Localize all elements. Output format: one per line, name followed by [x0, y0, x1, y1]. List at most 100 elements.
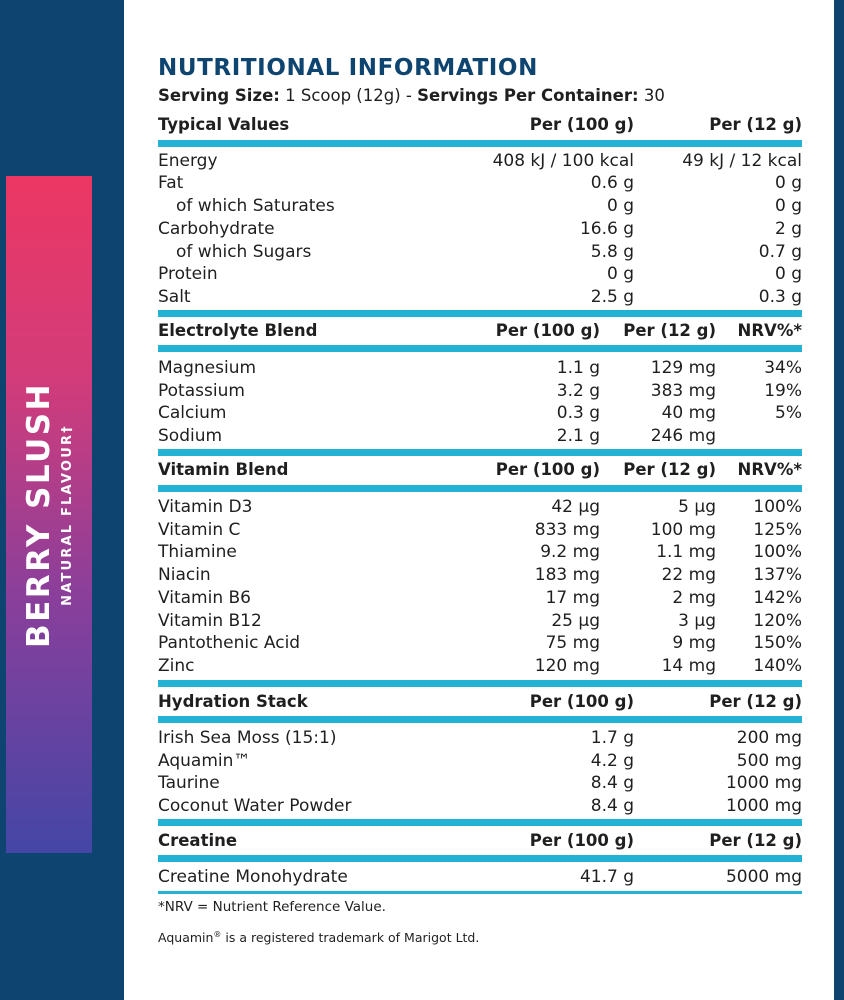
table-row: Coconut Water Powder 8.4 g 1000 mg	[158, 795, 802, 818]
value-per100: 5.8 g	[590, 242, 634, 262]
table-row: Fat 0.6 g 0 g	[158, 172, 802, 195]
header-label: Creatine	[158, 831, 238, 850]
table-row: Irish Sea Moss (15:1) 1.7 g 200 mg	[158, 727, 802, 750]
value-nrv: 140%	[753, 656, 802, 676]
section-divider	[158, 485, 802, 492]
value-per12: 0.3 g	[758, 287, 802, 307]
table-row: Vitamin D3 42 µg 5 µg 100%	[158, 496, 802, 519]
value-per100: 16.6 g	[579, 219, 634, 239]
table-row: Zinc 120 mg 14 mg 140%	[158, 655, 802, 678]
trademark-footnote: Aquamin® is a registered trademark of Ma…	[158, 930, 479, 945]
value-nrv: 120%	[753, 611, 802, 631]
value-per12: 0 g	[774, 196, 802, 216]
value-per100: 75 mg	[545, 633, 600, 653]
table-row: Potassium 3.2 g 383 mg 19%	[158, 380, 802, 403]
value-nrv: 34%	[764, 358, 802, 378]
value-per100: 183 mg	[534, 565, 600, 585]
nutrient-name: Energy	[158, 151, 218, 171]
nutrient-name: Vitamin D3	[158, 497, 253, 517]
nutrient-name: Fat	[158, 173, 184, 193]
header-per100: Per (100 g)	[529, 831, 634, 850]
value-per100: 0.3 g	[556, 403, 600, 423]
flavour-name: BERRY SLUSH	[21, 382, 57, 649]
table-row: Vitamin C 833 mg 100 mg 125%	[158, 519, 802, 542]
value-per12: 22 mg	[661, 565, 716, 585]
value-per12: 40 mg	[661, 403, 716, 423]
value-per100: 3.2 g	[556, 381, 600, 401]
table-row: Creatine Monohydrate 41.7 g 5000 mg	[158, 866, 802, 889]
table-row: of which Saturates 0 g 0 g	[158, 195, 802, 218]
value-per12: 129 mg	[650, 358, 716, 378]
serving-size-label: Serving Size:	[158, 86, 280, 105]
nutrient-name: Niacin	[158, 565, 211, 585]
table-row: Magnesium 1.1 g 129 mg 34%	[158, 357, 802, 380]
ingredient-name: Taurine	[158, 773, 220, 793]
trademark-text: is a registered trademark of Marigot Ltd…	[221, 930, 480, 946]
value-per100: 120 mg	[534, 656, 600, 676]
value-per12: 383 mg	[650, 381, 716, 401]
ingredient-name: Aquamin™	[158, 751, 251, 771]
section-divider	[158, 855, 802, 862]
header-label: Electrolyte Blend	[158, 321, 318, 340]
value-per100: 41.7 g	[579, 867, 634, 887]
value-per12: 49 kJ / 12 kcal	[682, 151, 802, 171]
value-per100: 9.2 mg	[540, 542, 600, 562]
nutrient-name: Vitamin B6	[158, 588, 252, 608]
table-row: Pantothenic Acid 75 mg 9 mg 150%	[158, 632, 802, 655]
value-per100: 1.7 g	[590, 728, 634, 748]
table-row: Protein 0 g 0 g	[158, 263, 802, 286]
vitamin-blend-header: Vitamin Blend Per (100 g) Per (12 g) NRV…	[158, 458, 802, 481]
hydration-stack-header: Hydration Stack Per (100 g) Per (12 g)	[158, 690, 802, 713]
creatine-header: Creatine Per (100 g) Per (12 g)	[158, 829, 802, 852]
header-per100: Per (100 g)	[529, 115, 634, 134]
right-navy-band	[834, 0, 844, 1000]
value-per100: 4.2 g	[590, 751, 634, 771]
table-row: Aquamin™ 4.2 g 500 mg	[158, 750, 802, 773]
table-row: Calcium 0.3 g 40 mg 5%	[158, 402, 802, 425]
value-nrv: 142%	[753, 588, 802, 608]
value-per100: 8.4 g	[590, 796, 634, 816]
header-per100: Per (100 g)	[495, 460, 600, 479]
value-nrv: 100%	[753, 542, 802, 562]
value-per100: 1.1 g	[556, 358, 600, 378]
value-nrv: 100%	[753, 497, 802, 517]
section-divider	[158, 449, 802, 456]
value-per12: 2 mg	[672, 588, 716, 608]
servings-per-container-value: 30	[643, 86, 665, 105]
header-per12: Per (12 g)	[623, 460, 716, 479]
section-divider	[158, 310, 802, 317]
value-per12: 200 mg	[736, 728, 802, 748]
nutrient-name: Zinc	[158, 656, 195, 676]
value-per100: 2.1 g	[556, 426, 600, 446]
value-per100: 408 kJ / 100 kcal	[492, 151, 634, 171]
typical-values-header: Typical Values Per (100 g) Per (12 g)	[158, 113, 802, 136]
trademark-word: Aquamin	[158, 930, 214, 946]
table-row: Salt 2.5 g 0.3 g	[158, 286, 802, 309]
value-per100: 0.6 g	[590, 173, 634, 193]
value-per12: 5000 mg	[725, 867, 802, 887]
table-row: Taurine 8.4 g 1000 mg	[158, 772, 802, 795]
header-label: Typical Values	[158, 115, 290, 134]
nutrient-name: Calcium	[158, 403, 227, 423]
header-per100: Per (100 g)	[529, 692, 634, 711]
nutrient-name: Protein	[158, 264, 218, 284]
value-nrv: 137%	[753, 565, 802, 585]
table-row: Energy 408 kJ / 100 kcal 49 kJ / 12 kcal	[158, 150, 802, 173]
value-per100: 2.5 g	[590, 287, 634, 307]
value-per12: 9 mg	[672, 633, 716, 653]
header-per12: Per (12 g)	[709, 831, 802, 850]
value-per12: 500 mg	[736, 751, 802, 771]
nutrient-name: Salt	[158, 287, 191, 307]
value-per100: 0 g	[606, 264, 634, 284]
header-per12: Per (12 g)	[709, 115, 802, 134]
value-nrv: 19%	[764, 381, 802, 401]
table-row: Niacin 183 mg 22 mg 137%	[158, 564, 802, 587]
flavour-label: BERRY SLUSH NATURAL FLAVOUR†	[6, 176, 92, 853]
table-row: Carbohydrate 16.6 g 2 g	[158, 218, 802, 241]
value-per12: 2 g	[774, 219, 802, 239]
value-per12: 100 mg	[650, 520, 716, 540]
header-label: Hydration Stack	[158, 692, 308, 711]
section-divider	[158, 680, 802, 687]
nutrient-name: Pantothenic Acid	[158, 633, 301, 653]
serving-separator: -	[405, 86, 412, 105]
